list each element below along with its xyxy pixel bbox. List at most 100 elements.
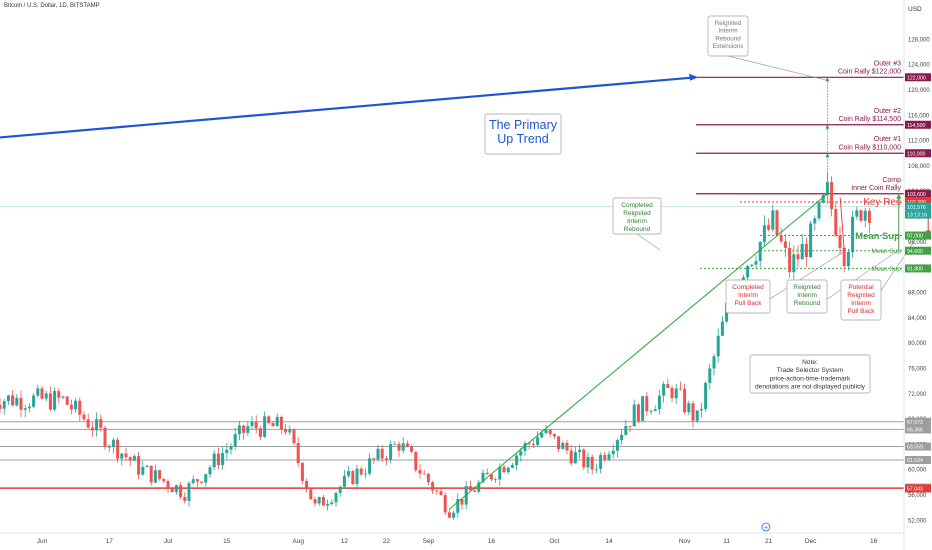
candle-body <box>767 225 771 230</box>
price-badge-outer-3 <box>905 73 931 82</box>
price-badge-level-57043 <box>905 484 931 493</box>
candle-body <box>397 443 401 451</box>
label-outer-2: Outer #2 <box>874 108 901 115</box>
label-outer-1: Coin Rally $110,000 <box>838 144 901 151</box>
annotation-reignited-rebound-box <box>786 279 828 314</box>
price-badge-level-61534 <box>905 455 931 464</box>
candle-body <box>783 241 787 248</box>
candle-body <box>212 453 216 468</box>
annotation-reignited-rebound-line: Reignited <box>793 284 821 291</box>
annotation-note-line: price-action-time-trademark <box>770 375 851 382</box>
candle-body <box>817 202 821 219</box>
candle-body <box>468 486 472 491</box>
candle-body <box>657 395 661 410</box>
candle-body <box>506 467 510 473</box>
annotation-potential-pullback-line: Pull Back <box>847 308 875 315</box>
candle-body <box>292 429 296 444</box>
candle-body <box>485 472 489 475</box>
candle-body <box>825 182 829 196</box>
candle-body <box>813 218 817 224</box>
x-tick-label: 16 <box>870 538 878 545</box>
candle-body <box>435 490 439 492</box>
candle-body <box>636 404 640 422</box>
candle-body <box>771 210 775 230</box>
candles <box>0 173 871 521</box>
candle-body <box>11 395 15 406</box>
candle-body <box>137 456 141 475</box>
candle-body <box>683 388 687 413</box>
y-tick-label: 96,000 <box>908 240 927 246</box>
candle-body <box>519 451 523 456</box>
candle-body <box>405 443 409 447</box>
price-badge-level-66366 <box>905 425 931 434</box>
candle-body <box>414 451 418 471</box>
label-mean-sup-3: Mean Sup <box>871 266 901 273</box>
candle-body <box>851 216 855 253</box>
candle-body <box>452 512 456 518</box>
candle-body <box>548 429 552 434</box>
annotation-completed-reignited-line: Interim <box>627 218 647 225</box>
price-badge-outer-2 <box>905 120 931 129</box>
candle-body <box>48 393 52 410</box>
candle-body <box>372 458 376 460</box>
annotation-reignited-extensions-pointer <box>727 55 828 81</box>
candle-body <box>800 243 804 260</box>
candle-body <box>573 452 577 464</box>
candle-body <box>775 210 779 236</box>
y-tick-label: 124,000 <box>908 63 930 69</box>
price-badge-label-mean-sup-97: 97,000 <box>907 234 923 240</box>
candle-body <box>174 485 178 493</box>
annotation-potential-pullback-line: Interim <box>851 300 871 307</box>
annotation-reignited-extensions-box <box>707 15 749 57</box>
candle-body <box>32 395 36 407</box>
candle-body <box>44 393 48 399</box>
candle-body <box>586 456 590 468</box>
candle-body <box>27 406 31 409</box>
candle-body <box>494 479 498 481</box>
candle-body <box>132 456 136 461</box>
price-badge-label-mean-sup-946: 94,600 <box>907 249 923 255</box>
candle-body <box>481 472 485 483</box>
candle-body <box>229 446 233 450</box>
candle-body <box>410 446 414 452</box>
annotation-potential-pullback-line: Potential <box>848 284 874 291</box>
candle-body <box>477 482 481 492</box>
annotation-completed-pullback-box <box>725 279 771 314</box>
candle-body <box>804 243 808 258</box>
candle-body <box>116 439 120 459</box>
candle-body <box>351 471 355 484</box>
annotation-reignited-rebound-line: Interim <box>797 292 817 299</box>
candle-body <box>502 466 506 473</box>
candle-body <box>704 382 708 409</box>
annotation-primary-trend-line: Up Trend <box>497 132 548 146</box>
x-tick-label: 22 <box>383 538 391 545</box>
label-outer-1: Outer #1 <box>874 136 901 143</box>
candle-body <box>288 429 292 433</box>
candle-body <box>347 471 351 476</box>
candle-body <box>191 479 195 484</box>
price-badge-label-level-61534: 61,534 <box>907 458 923 464</box>
candle-body <box>53 391 57 410</box>
candle-body <box>590 456 594 470</box>
candle-body <box>376 448 380 460</box>
annotation-completed-reignited-line: Rebound <box>624 226 651 233</box>
candle-body <box>842 248 846 267</box>
candle-body <box>6 395 10 402</box>
interim-trend-line <box>449 193 828 510</box>
chart-header: Bitcoin / U.S. Dollar, 1D, BITSTAMP <box>4 3 100 9</box>
annotation-primary-trend-box <box>484 113 562 155</box>
primary-trend-arrowhead <box>689 73 698 81</box>
candle-body <box>599 454 603 469</box>
reignited-rebound-arrowhead <box>896 193 902 199</box>
label-outer-3: Outer #3 <box>874 60 901 67</box>
candle-body <box>82 414 86 420</box>
annotation-reignited-extensions-line: Extensions <box>713 43 744 50</box>
candle-body <box>279 416 283 430</box>
add-icon <box>761 522 771 532</box>
candle-body <box>666 384 670 389</box>
candle-body <box>641 396 645 422</box>
candle-body <box>313 499 317 504</box>
